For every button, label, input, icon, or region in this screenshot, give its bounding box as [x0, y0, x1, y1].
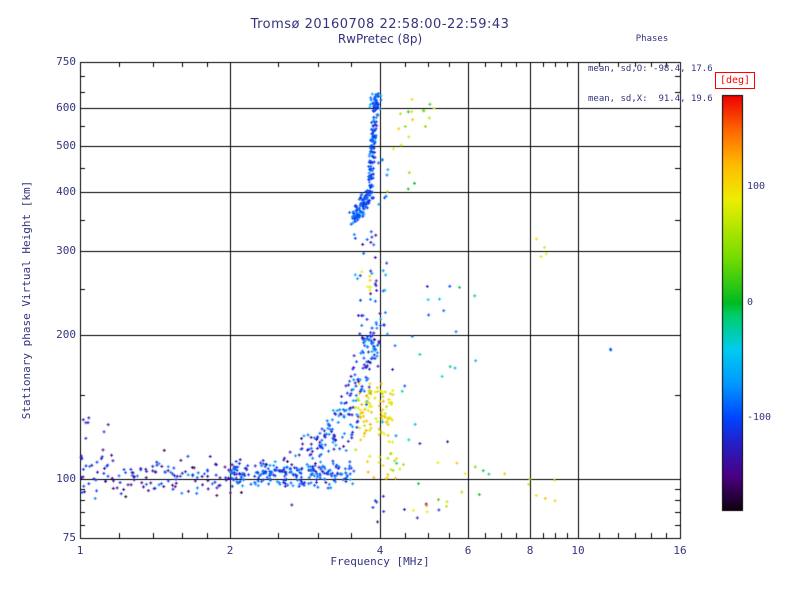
x-axis-label: Frequency [MHz] — [330, 555, 430, 568]
chart-title: Tromsø 20160708 22:58:00-22:59:43 — [250, 17, 510, 32]
y-tick-label: 500 — [56, 139, 76, 152]
y-tick-label: 750 — [56, 55, 76, 68]
colorbar-unit-label: [deg] — [715, 72, 755, 89]
y-tick-label: 75 — [62, 531, 76, 544]
phase-stats-header: Phases — [635, 34, 669, 44]
colorbar-tick-label: 100 — [747, 181, 766, 192]
phase-stats: Phases mean, sd,O: -98.4, 17.6 mean, sd,… — [588, 14, 716, 124]
x-tick-label: 6 — [464, 544, 472, 557]
colorbar-tick-label: -100 — [747, 412, 772, 423]
y-tick-label: 200 — [56, 328, 76, 341]
y-axis-label: Stationary phase Virtual Height [km] — [20, 180, 33, 420]
y-tick-label: 400 — [56, 185, 76, 198]
phase-stats-line-o: mean, sd,O: -98.4, 17.6 — [588, 64, 713, 74]
y-tick-label: 300 — [56, 244, 76, 257]
y-tick-label: 600 — [56, 101, 76, 114]
y-tick-label: 100 — [56, 472, 76, 485]
phase-stats-line-x: mean, sd,X: 91.4, 19.6 — [588, 94, 713, 104]
colorbar-tick-label: 0 — [747, 297, 754, 308]
chart-subtitle: RwPretec (8p) — [337, 32, 423, 46]
x-tick-label: 16 — [673, 544, 687, 557]
x-tick-label: 4 — [376, 544, 384, 557]
x-tick-label: 8 — [526, 544, 534, 557]
x-tick-label: 2 — [226, 544, 234, 557]
x-tick-label: 10 — [571, 544, 585, 557]
x-tick-label: 1 — [76, 544, 84, 557]
